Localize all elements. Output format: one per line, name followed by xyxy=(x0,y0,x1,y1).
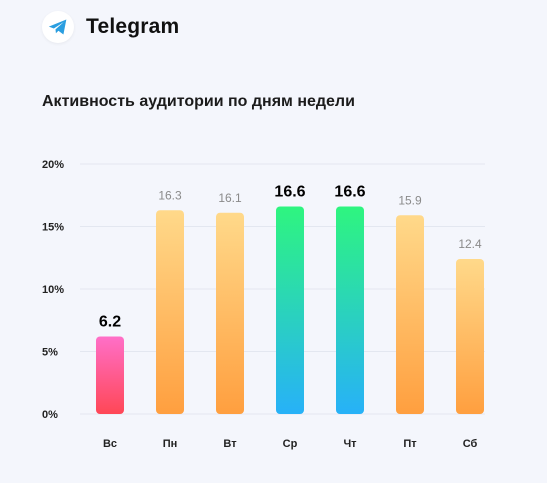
telegram-logo xyxy=(42,11,74,43)
bar-1 xyxy=(156,210,184,414)
bar-4 xyxy=(336,206,364,414)
chart-title: Активность аудитории по дням недели xyxy=(42,93,355,110)
x-tick-label: Сб xyxy=(463,438,478,450)
x-tick-label: Пт xyxy=(403,438,417,450)
value-label: 16.6 xyxy=(274,184,305,201)
bar-5 xyxy=(396,215,424,414)
y-tick-label: 5% xyxy=(42,347,58,359)
x-tick-label: Вс xyxy=(103,438,117,450)
y-tick-label: 10% xyxy=(42,284,64,296)
y-tick-label: 15% xyxy=(42,222,64,234)
x-tick-label: Ср xyxy=(283,438,298,450)
header: Telegram xyxy=(42,10,179,44)
app-title: Telegram xyxy=(86,15,180,38)
value-label: 6.2 xyxy=(99,314,121,331)
bar-6 xyxy=(456,259,484,414)
value-label: 15.9 xyxy=(398,193,422,207)
value-label: 12.4 xyxy=(458,237,482,251)
x-tick-label: Пн xyxy=(163,438,178,450)
value-label: 16.1 xyxy=(218,191,242,205)
bar-0 xyxy=(96,336,124,414)
value-label: 16.6 xyxy=(334,184,365,201)
value-label: 16.3 xyxy=(158,188,182,202)
y-tick-label: 20% xyxy=(42,159,64,171)
bar-3 xyxy=(276,206,304,414)
x-tick-label: Вт xyxy=(223,438,237,450)
bar-2 xyxy=(216,212,244,414)
y-tick-label: 0% xyxy=(42,409,58,421)
x-tick-label: Чт xyxy=(343,438,357,450)
telegram-plane-icon xyxy=(48,19,67,35)
